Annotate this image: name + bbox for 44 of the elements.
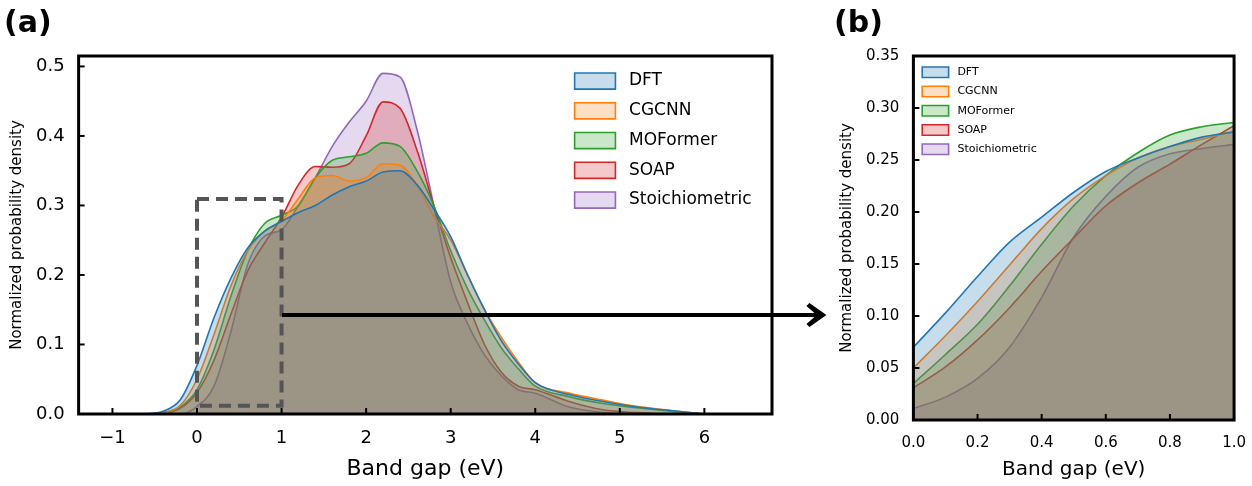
legend-label: DFT (629, 69, 663, 90)
y-tick-label: 0.0 (35, 401, 65, 423)
y-tick-label: 0.10 (865, 305, 900, 324)
y-axis-title: Normalized probability density (6, 120, 25, 350)
x-tick-label: 0.8 (1158, 432, 1182, 451)
x-tick-label: 3 (444, 426, 457, 448)
y-tick-label: 0.1 (35, 332, 65, 354)
legend-label: Stoichiometric (957, 142, 1037, 156)
x-tick-label: 0.6 (1093, 432, 1118, 451)
y-tick-label: 0.15 (865, 253, 900, 272)
y-axis-title: Normalized probability density (836, 123, 855, 353)
x-tick-label: 4 (529, 426, 541, 448)
chart-title: (b) (834, 3, 883, 39)
y-tick-label: 0.00 (865, 409, 900, 428)
legend-label: MOFormer (629, 129, 718, 149)
legend-label: MOFormer (957, 103, 1016, 117)
legend-label: CGCNN (629, 99, 692, 120)
y-tick-label: 0.20 (865, 201, 900, 220)
legend-label: SOAP (957, 122, 988, 136)
legend-label: DFT (957, 65, 979, 79)
x-tick-label: 0.4 (1029, 432, 1054, 451)
y-tick-label: 0.4 (35, 123, 65, 145)
legend-label: CGCNN (957, 84, 998, 98)
x-tick-label: −1 (99, 426, 126, 448)
x-tick-label: 1 (275, 426, 288, 448)
x-tick-label: 0.0 (901, 432, 926, 451)
chart-title: (a) (4, 3, 52, 39)
legend-label: Stoichiometric (629, 188, 752, 209)
x-tick-label: 2 (360, 426, 372, 448)
x-axis-title: Band gap (eV) (346, 454, 505, 480)
x-tick-label: 0 (191, 426, 203, 448)
y-tick-label: 0.25 (865, 149, 900, 168)
x-tick-label: 6 (698, 426, 711, 448)
y-tick-label: 0.35 (865, 45, 900, 64)
y-tick-label: 0.2 (35, 262, 65, 284)
y-tick-label: 0.30 (865, 97, 900, 116)
x-tick-label: 5 (614, 426, 626, 448)
y-tick-label: 0.05 (865, 357, 900, 376)
y-tick-label: 0.3 (35, 193, 65, 215)
x-axis-title: Band gap (eV) (1002, 456, 1146, 481)
legend-label: SOAP (629, 158, 675, 179)
x-tick-label: 0.2 (965, 432, 990, 451)
y-tick-label: 0.5 (35, 54, 65, 76)
x-tick-label: 1.0 (1222, 432, 1246, 451)
